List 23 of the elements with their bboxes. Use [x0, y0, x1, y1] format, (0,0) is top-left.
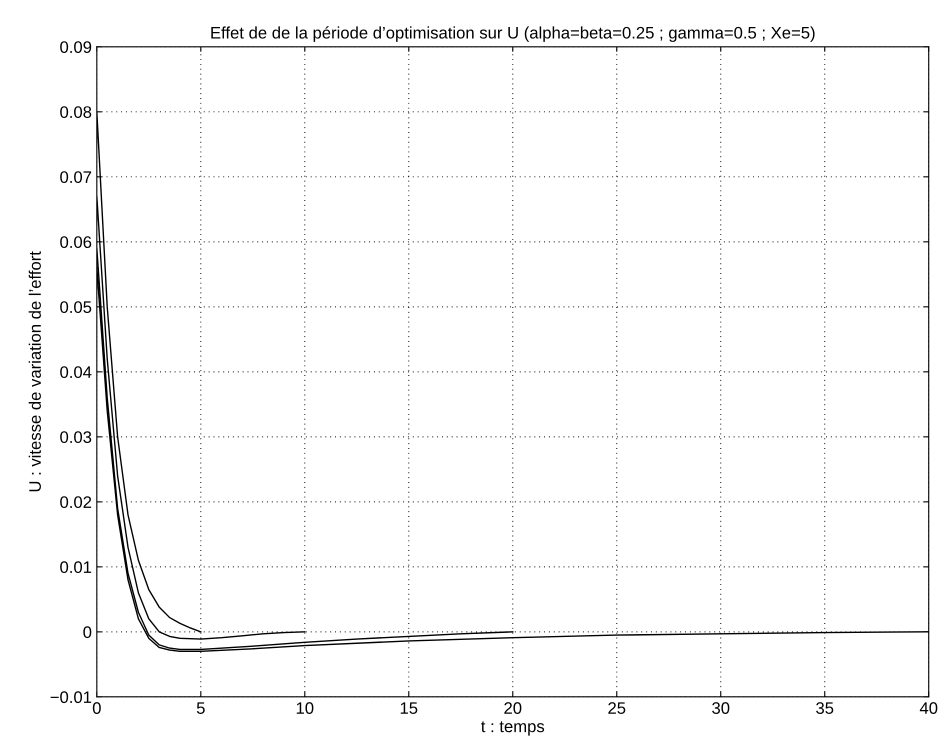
y-tick-label: 0.05	[60, 301, 92, 314]
x-tick-label: 20	[504, 702, 522, 714]
x-tick-label: 10	[296, 702, 314, 714]
x-tick-label: 5	[196, 702, 205, 714]
chart-title: Effet de de la période d’optimisation sur U (alpha=beta=0.25 ; gamma=0.5 ; Xe=5)	[211, 26, 815, 42]
y-axis-title: U : vitesse de variation de l’effort	[28, 251, 41, 492]
y-tick-label: −0.01	[50, 691, 92, 704]
x-tick-label: 35	[816, 702, 834, 714]
x-tick-label: 30	[712, 702, 730, 714]
y-tick-label: 0.02	[60, 496, 92, 508]
x-axis-title: t : temps	[481, 721, 544, 736]
y-tick-label: 0	[83, 626, 92, 638]
y-tick-label: 0.08	[60, 106, 92, 118]
y-tick-label: 0.09	[60, 41, 92, 54]
x-tick-label: 15	[400, 702, 418, 714]
y-tick-label: 0.06	[60, 236, 92, 248]
y-tick-label: 0.01	[60, 561, 92, 574]
y-tick-label: 0.03	[60, 431, 92, 444]
x-tick-label: 25	[608, 702, 626, 714]
x-tick-label: 40	[920, 702, 938, 714]
y-tick-label: 0.04	[60, 366, 92, 378]
x-tick-label: 0	[92, 702, 101, 714]
y-tick-label: 0.07	[60, 171, 92, 184]
